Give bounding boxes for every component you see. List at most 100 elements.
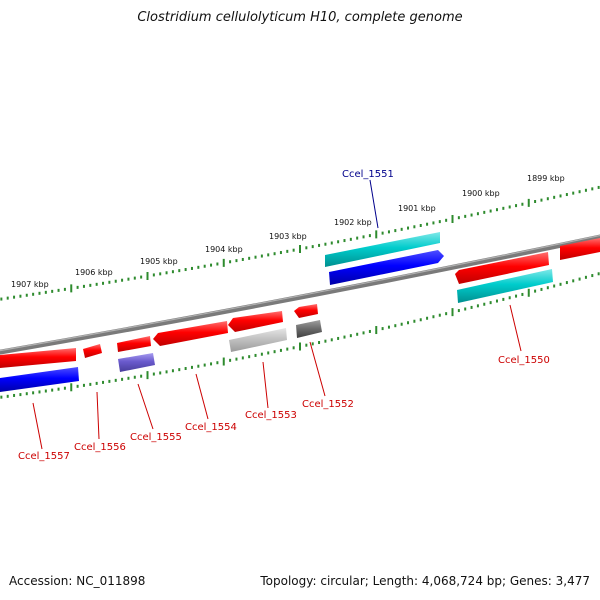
gene-label-ccel-1553[interactable]: Ccel_1553 xyxy=(245,410,297,421)
gene-feature-1552-gray[interactable] xyxy=(296,320,322,338)
outer-tick-minor xyxy=(184,268,187,272)
inner-tick-major xyxy=(222,357,225,366)
outer-tick-minor xyxy=(476,212,479,216)
leader-ccel-1550 xyxy=(509,304,522,352)
gene-feature-1555-red[interactable] xyxy=(117,336,151,352)
inner-tick-minor xyxy=(546,286,549,290)
outer-tick-minor xyxy=(32,292,35,296)
gene-feature-1550-red[interactable] xyxy=(455,252,549,284)
inner-tick-minor xyxy=(121,377,124,381)
inner-tick-minor xyxy=(591,274,594,278)
outer-tick-minor xyxy=(108,280,111,284)
gene-label-ccel-1554[interactable]: Ccel_1554 xyxy=(185,422,237,433)
inner-tick-minor xyxy=(419,318,422,322)
gene-label-ccel-1556[interactable]: Ccel_1556 xyxy=(74,442,126,453)
accession-text: Accession: NC_011898 xyxy=(9,574,146,588)
scale-label-1899: 1899 kbp xyxy=(527,174,565,183)
outer-tick-minor xyxy=(95,282,98,286)
inner-tick-minor xyxy=(426,316,429,320)
scale-label-1901: 1901 kbp xyxy=(398,204,436,213)
gene-feature-1552-red[interactable] xyxy=(294,304,318,318)
leader-ccel-1556 xyxy=(96,391,100,440)
gene-label-ccel-1555[interactable]: Ccel_1555 xyxy=(130,432,182,443)
inner-tick-minor xyxy=(229,358,232,362)
inner-tick-minor xyxy=(349,334,352,338)
outer-tick-minor xyxy=(394,229,397,233)
inner-tick-minor xyxy=(311,342,314,346)
outer-tick-minor xyxy=(324,242,327,246)
inner-tick-minor xyxy=(438,313,441,317)
outer-tick-minor xyxy=(330,241,333,245)
inner-tick-major xyxy=(70,383,73,392)
inner-tick-minor xyxy=(305,343,308,347)
outer-tick-minor xyxy=(432,221,435,225)
inner-tick-minor xyxy=(565,281,568,285)
inner-tick-minor xyxy=(197,364,200,368)
gene-feature-1555-purple[interactable] xyxy=(118,353,155,372)
inner-tick-minor xyxy=(108,379,111,383)
genome-backbone xyxy=(0,234,600,355)
inner-tick-minor xyxy=(165,370,168,374)
outer-tick-minor xyxy=(337,240,340,244)
inner-tick-minor xyxy=(292,346,295,350)
inner-tick-minor xyxy=(102,380,105,384)
inner-tick-minor xyxy=(25,392,28,396)
outer-tick-minor xyxy=(216,262,219,266)
inner-tick-minor xyxy=(368,329,371,333)
outer-tick-minor xyxy=(400,227,403,231)
outer-tick-minor xyxy=(559,194,562,198)
inner-tick-minor xyxy=(140,374,143,378)
outer-tick-minor xyxy=(292,248,295,252)
outer-tick-major xyxy=(527,198,530,207)
outer-tick-minor xyxy=(356,236,359,240)
outer-tick-major xyxy=(451,215,454,223)
inner-tick-minor xyxy=(356,332,359,336)
outer-tick-minor xyxy=(445,218,448,222)
outer-tick-minor xyxy=(540,198,543,202)
outer-tick-major xyxy=(375,230,378,239)
inner-tick-minor xyxy=(483,302,486,306)
outer-tick-minor xyxy=(235,259,238,263)
inner-tick-minor xyxy=(324,339,327,343)
inner-tick-major xyxy=(146,371,149,380)
gene-feature-1550-cyan[interactable] xyxy=(457,269,553,303)
outer-tick-minor xyxy=(489,209,492,213)
gene-feature-1553-gray[interactable] xyxy=(229,328,287,352)
gene-label-ccel-1552[interactable]: Ccel_1552 xyxy=(302,399,354,410)
inner-tick-minor xyxy=(114,378,117,382)
inner-tick-minor xyxy=(127,376,130,380)
gene-feature-1553-red[interactable] xyxy=(228,311,283,332)
gene-feature-ccel-1551[interactable] xyxy=(325,232,440,267)
scale-label-1902: 1902 kbp xyxy=(334,218,372,227)
gene-feature-1557-red[interactable] xyxy=(0,348,76,368)
outer-tick-minor xyxy=(495,208,498,212)
outer-tick-minor xyxy=(121,278,124,282)
gene-label-ccel-1551[interactable]: Ccel_1551 xyxy=(342,169,394,180)
outer-tick-minor xyxy=(13,295,16,299)
gene-label-ccel-1550[interactable]: Ccel_1550 xyxy=(498,355,550,366)
inner-tick-minor xyxy=(279,348,282,352)
outer-tick-minor xyxy=(438,220,441,224)
inner-tick-minor xyxy=(248,355,251,359)
gene-feature-1551-blue[interactable] xyxy=(329,250,444,285)
gene-feature-1556-red[interactable] xyxy=(83,344,102,358)
outer-tick-minor xyxy=(140,275,143,279)
gene-label-ccel-1557[interactable]: Ccel_1557 xyxy=(18,451,70,462)
inner-tick-minor xyxy=(267,351,270,355)
outer-tick-minor xyxy=(260,254,263,258)
gene-feature-1557-blue[interactable] xyxy=(0,367,79,392)
inner-tick-minor xyxy=(57,387,60,391)
outer-tick-minor xyxy=(426,222,429,226)
inner-tick-minor xyxy=(76,384,79,388)
inner-tick-minor xyxy=(216,361,219,365)
inner-tick-minor xyxy=(152,372,155,376)
gene-feature-right-red-top[interactable] xyxy=(560,238,600,260)
inner-tick-minor xyxy=(495,299,498,303)
map-title: Clostridium cellulolyticum H10, complete… xyxy=(137,10,463,25)
gene-feature-1554-red[interactable] xyxy=(153,321,228,346)
outer-tick-minor xyxy=(464,214,467,218)
outer-tick-minor xyxy=(502,206,505,210)
inner-tick-minor xyxy=(534,289,537,293)
inner-tick-minor xyxy=(260,352,263,356)
